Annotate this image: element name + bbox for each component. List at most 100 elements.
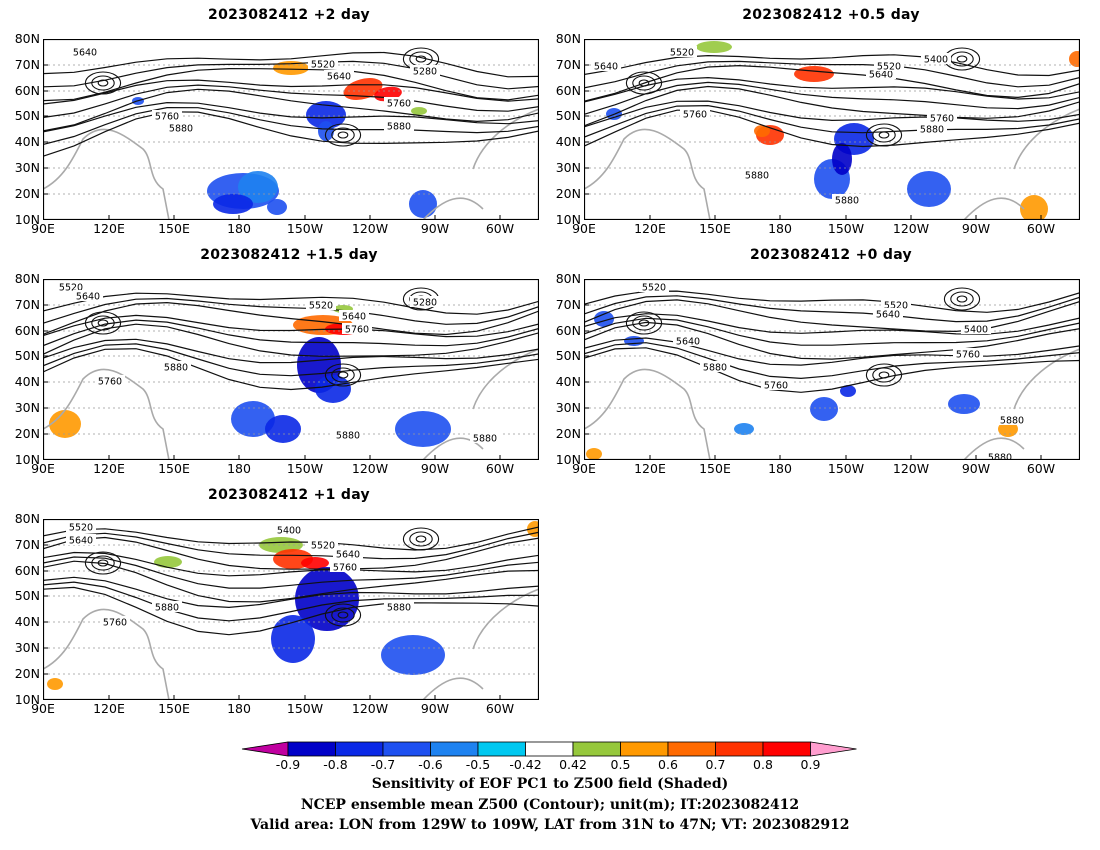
lon-tick-label: 120E [634,221,666,236]
lon-tick-label: 90E [31,221,55,236]
closed-contour [331,127,355,143]
lon-tick-label: 90W [420,221,450,236]
footer-line-2: NCEP ensemble mean Z500 (Contour); unit(… [300,797,800,813]
closed-contour [625,71,663,95]
closed-contour [865,123,903,147]
contour-label-bg [308,539,338,550]
lon-tick-label: 90W [420,701,450,716]
closed-contour [878,371,890,379]
z500-contour [43,348,539,391]
closed-contour [337,131,349,139]
contour-label: 5520 [59,283,83,294]
z500-contour [43,323,539,357]
lon-tick-label: 120E [93,221,125,236]
contour-label: 5880 [920,125,944,136]
sensitivity-shading [754,125,770,137]
closed-contour [97,319,109,327]
panel-title: 2023082412 +0 day [750,247,912,263]
closed-contour [872,127,896,143]
lat-tick-label: 80N [14,511,40,526]
lon-tick-label: 150W [827,461,865,476]
lat-tick-label: 70N [14,297,40,312]
sensitivity-shading [586,448,602,460]
closed-contour [331,607,355,623]
contour-label-bg [152,601,182,612]
z500-contour [43,297,539,325]
colorbar-swatch [335,741,384,757]
lat-tick-label: 20N [14,186,40,201]
closed-contour [415,55,427,63]
closed-contour [91,75,115,91]
lat-tick-label: 80N [14,31,40,46]
lat-tick-label: 70N [14,537,40,552]
contour-label: 5640 [594,62,618,73]
contour-label: 5880 [835,196,859,207]
sensitivity-shading [259,537,303,553]
z500-contour [43,531,539,560]
contour-label: 5520 [670,48,694,59]
contour-label: 5880 [745,171,769,182]
sensitivity-shading [409,190,437,218]
contour-label-bg [95,375,125,386]
panel-title: 2023082412 +1 day [208,487,370,503]
colorbar-label: 0.6 [658,757,678,772]
z500-contour [584,104,1080,138]
contour-label-bg [324,70,354,81]
coastline [43,348,539,460]
z500-contour [584,76,1080,103]
lon-tick-label: 180 [227,221,251,236]
contour-label-bg [73,290,103,301]
sensitivity-shading [594,311,614,327]
closed-contour [950,291,974,307]
z500-contour [43,314,539,338]
contour-label: 5880 [387,603,411,614]
contour-label: 5880 [703,363,727,374]
contour-label-bg [339,310,369,321]
contour-label: 5400 [924,55,948,66]
lat-tick-label: 10N [555,452,581,467]
contour-label: 5640 [336,550,360,561]
contour-label-bg [410,65,440,76]
lon-tick-label: 120E [93,701,125,716]
z500-contour [43,338,539,364]
z500-contour [43,101,539,133]
lat-tick-label: 40N [555,374,581,389]
lat-tick-label: 30N [14,640,40,655]
lon-tick-label: 120W [351,221,389,236]
sensitivity-shading [810,397,838,421]
sensitivity-shading [832,143,852,175]
lat-tick-label: 70N [14,57,40,72]
closed-contour [638,79,650,87]
map-panel-plus0-day: 5520 5520 5640 5640 5400 5760 5760 5880 5880 5880 [584,279,1080,460]
footer-line-3: Valid area: LON from 129W to 109W, LAT f… [250,817,850,833]
closed-contour [632,75,656,91]
lat-tick-label: 50N [555,108,581,123]
lon-tick-label: 60W [485,701,515,716]
contour-label-bg [700,361,730,372]
lon-tick-label: 90E [31,701,55,716]
closed-contour [91,555,115,571]
closed-contour [402,527,440,551]
z500-contour [43,551,539,577]
colorbar-under-arrow [241,741,289,757]
contour-label: 5640 [73,48,97,59]
lat-tick-label: 10N [14,452,40,467]
colorbar-swatch [430,741,479,757]
closed-contour [324,123,362,147]
contour-label-bg [410,296,440,307]
coastline [584,108,1080,220]
contour-label-bg [333,548,363,559]
contour-label-bg [673,335,703,346]
contour-label-bg [927,112,957,123]
lon-tick-label: 60W [1026,461,1056,476]
contour-label-bg [330,561,360,572]
lat-tick-label: 10N [14,212,40,227]
z500-contour [584,299,1080,333]
z500-contour [584,337,1080,366]
colorbar-label: -0.8 [323,757,348,772]
contour-label: 5640 [876,310,900,321]
contour-label-bg [591,60,621,71]
sensitivity-shading [301,557,329,569]
panel-title: 2023082412 +1.5 day [200,247,378,263]
colorbar-label: 0.42 [559,757,587,772]
